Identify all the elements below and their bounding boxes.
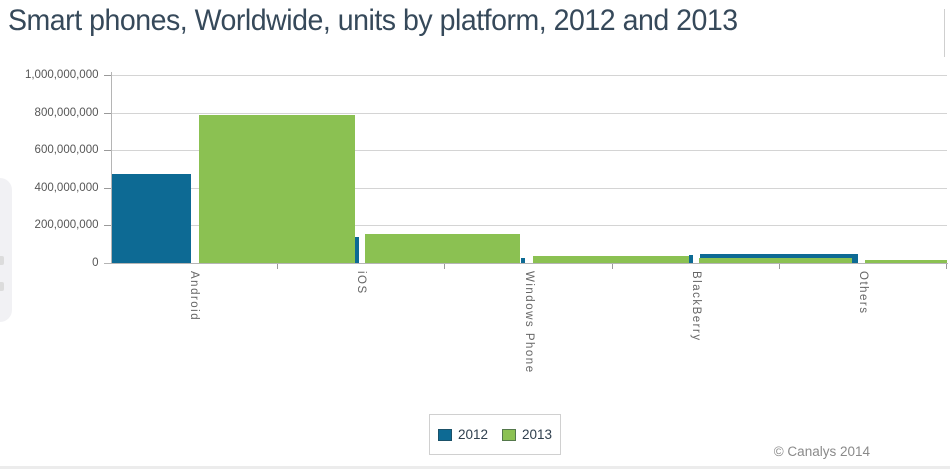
legend-item-2013[interactable]: 2013 — [502, 427, 552, 442]
chart-legend: 2012 2013 — [429, 414, 561, 455]
bar-android-2012 — [112, 174, 191, 263]
y-axis-label: 0 — [92, 256, 99, 269]
page-edge-artifact-bottom — [0, 466, 950, 469]
bar-ios-2013 — [365, 233, 520, 263]
y-axis-label: 200,000,000 — [34, 219, 99, 231]
x-axis-label-windows-phone: Windows Phone — [522, 270, 535, 374]
y-axis-line — [110, 72, 112, 264]
legend-label-2012: 2012 — [457, 427, 488, 442]
bar-windows-phone-2013 — [533, 255, 689, 263]
x-axis-label-ios: iOS — [355, 270, 368, 295]
bar-ios-2012 — [355, 236, 359, 263]
gridline — [110, 112, 947, 114]
gridline — [110, 75, 947, 76]
y-axis-tick — [103, 225, 111, 226]
gridline — [110, 150, 947, 151]
artifact-smudge — [0, 282, 4, 291]
y-axis-label: 600,000,000 — [34, 144, 99, 156]
x-axis-line — [103, 262, 948, 264]
legend-swatch-2013 — [502, 428, 516, 441]
artifact-smudge — [0, 256, 4, 265]
x-axis-tick — [611, 263, 613, 269]
gridline — [110, 187, 947, 189]
bar-android-2013 — [199, 114, 355, 263]
gridline — [110, 225, 947, 226]
x-axis-tick — [946, 263, 947, 269]
y-axis-tick — [103, 112, 111, 114]
bar-others-2013 — [865, 259, 947, 263]
y-axis-label: 1,000,000,000 — [24, 69, 99, 81]
y-axis-label: 800,000,000 — [34, 106, 99, 119]
page-edge-artifact-right — [944, 9, 945, 57]
x-axis-label-blackberry: BlackBerry — [689, 270, 702, 342]
bar-blackberry-2013 — [699, 258, 852, 263]
y-axis-label: 400,000,000 — [34, 181, 99, 194]
chart-title: Smart phones, Worldwide, units by platfo… — [8, 4, 738, 37]
legend-item-2012[interactable]: 2012 — [437, 427, 488, 442]
page-edge-artifact-left — [0, 178, 12, 322]
bar-windows-phone-2012 — [521, 258, 525, 263]
y-axis-tick — [103, 187, 111, 189]
x-axis-tick — [778, 263, 780, 269]
y-axis-tick — [103, 150, 111, 151]
copyright-text: © Canalys 2014 — [773, 444, 870, 459]
legend-swatch-2012 — [437, 428, 452, 441]
y-axis-tick — [103, 75, 111, 76]
x-axis-label-others: Others — [856, 270, 869, 315]
x-axis-tick — [277, 263, 279, 269]
bar-blackberry-2012-edge — [689, 254, 693, 263]
legend-label-2013: 2013 — [522, 427, 553, 442]
x-axis-tick — [444, 263, 446, 269]
x-axis-label-android: Android — [188, 270, 201, 321]
